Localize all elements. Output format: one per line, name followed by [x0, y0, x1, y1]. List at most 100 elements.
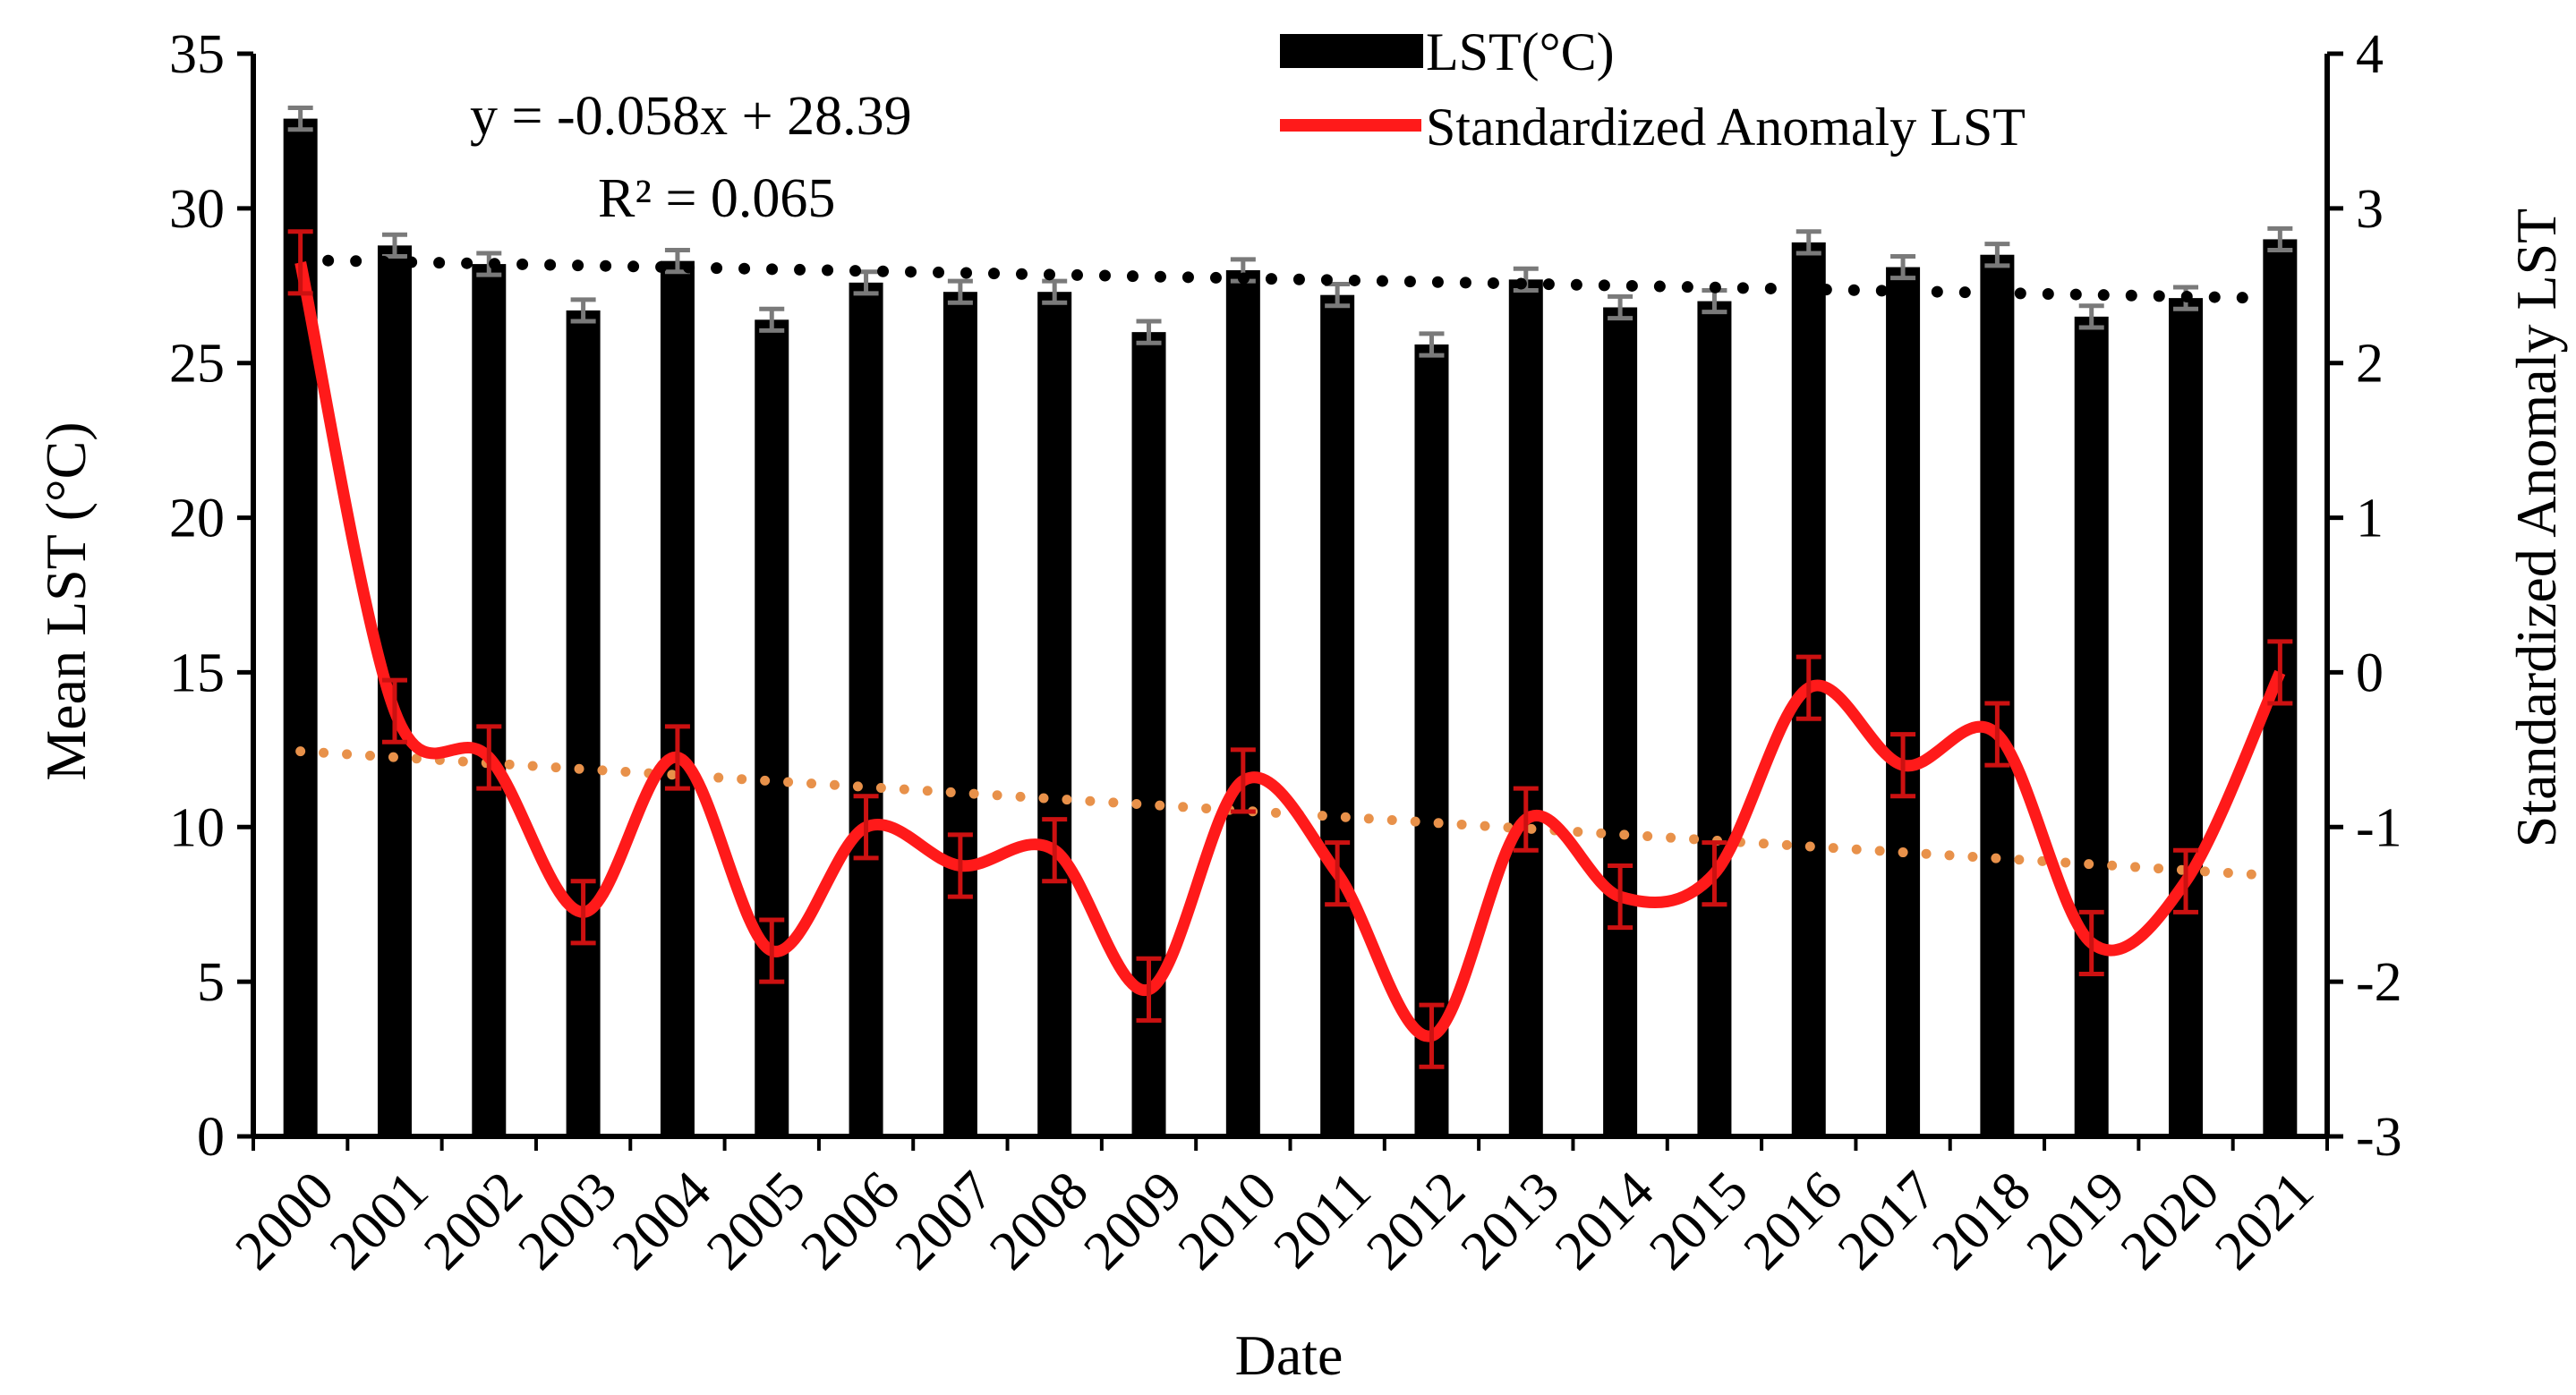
anomaly-error-2017 [1890, 732, 1916, 799]
bar-error-2008 [1042, 278, 1068, 305]
y-tick-label-15: 15 [169, 642, 225, 703]
y2-tick-label--1: -1 [2356, 797, 2402, 858]
x-tick-label-2021: 2021 [2204, 1160, 2325, 1281]
y-tick-label-20: 20 [169, 489, 225, 549]
anomaly-error-2007 [947, 832, 973, 899]
bar-2007 [943, 292, 977, 1136]
legend-label-anomaly: Standardized Anomaly LST [1426, 98, 2026, 157]
bar-error-2021 [2267, 225, 2293, 253]
x-axis-title: Date [1235, 1323, 1343, 1387]
bar-error-2012 [1419, 331, 1445, 358]
x-tick-label-2011: 2011 [1262, 1160, 1382, 1280]
x-tick-label-2003: 2003 [507, 1160, 628, 1281]
anomaly-error-2002 [476, 724, 502, 791]
x-tick-label-2009: 2009 [1072, 1160, 1194, 1281]
anomaly-error-2019 [2078, 909, 2104, 976]
y-tick-label-10: 10 [169, 797, 225, 858]
bar-2019 [2074, 316, 2109, 1136]
bar-error-2016 [1796, 229, 1821, 256]
anomaly-error-2001 [381, 677, 407, 744]
bar-2006 [849, 282, 883, 1136]
y2-axis-title: Standardized Anomaly LST [2504, 208, 2568, 848]
x-tick-label-2006: 2006 [789, 1160, 911, 1281]
anomaly-error-bars-group [287, 229, 2293, 1069]
lst-trendline-group [294, 254, 2268, 304]
x-tick-label-2004: 2004 [601, 1160, 723, 1281]
anomaly-trendline-group [295, 746, 2267, 880]
legend: LST(°C) Standardized Anomaly LST [1280, 22, 2026, 157]
y-tick-label-30: 30 [169, 179, 225, 240]
anomaly-error-2009 [1136, 956, 1162, 1023]
anomaly-error-2011 [1325, 840, 1351, 907]
anomaly-error-2008 [1042, 817, 1068, 884]
bar-2014 [1603, 307, 1638, 1136]
x-tick-label-2019: 2019 [2015, 1160, 2137, 1281]
trend-equation: y = -0.058x + 28.39 [470, 86, 912, 147]
y-axis-title: Mean LST (°C) [34, 421, 98, 780]
anomaly-error-2006 [853, 794, 879, 861]
y2-tick-label-2: 2 [2356, 334, 2384, 395]
y-tick-label-35: 35 [169, 24, 225, 85]
x-tick-label-2007: 2007 [884, 1160, 1006, 1281]
anomaly-error-2005 [759, 917, 785, 984]
anomaly-error-2016 [1796, 654, 1821, 721]
bar-error-2005 [759, 306, 785, 333]
axes-group [237, 51, 2343, 1151]
y2-tick-label-4: 4 [2356, 24, 2384, 85]
bar-2018 [1980, 254, 2015, 1136]
bar-2003 [566, 310, 601, 1136]
anomaly-error-2013 [1513, 786, 1539, 853]
anomaly-error-2003 [570, 879, 596, 946]
bar-error-2019 [2078, 303, 2104, 330]
x-tick-label-2010: 2010 [1167, 1160, 1289, 1281]
y2-tick-label-1: 1 [2356, 489, 2384, 549]
bar-error-2018 [1984, 242, 2010, 268]
lst-trendline [294, 254, 2268, 304]
bar-error-2017 [1890, 253, 1916, 281]
bars-group [283, 118, 2298, 1137]
bar-2004 [660, 260, 695, 1137]
x-tick-label-2014: 2014 [1544, 1160, 1666, 1281]
bar-2013 [1508, 279, 1543, 1136]
bar-2015 [1697, 301, 1732, 1137]
anomaly-error-2010 [1230, 747, 1256, 814]
trend-r2: R² = 0.065 [598, 168, 835, 229]
y2-tick-label--3: -3 [2356, 1107, 2402, 1168]
y-tick-label-0: 0 [197, 1107, 225, 1168]
bar-error-2007 [947, 278, 973, 305]
anomaly-error-2004 [664, 724, 690, 791]
legend-label-lst: LST(°C) [1426, 22, 1615, 81]
x-tick-label-2013: 2013 [1449, 1160, 1571, 1281]
anomaly-error-2021 [2267, 639, 2293, 706]
x-tick-label-2000: 2000 [224, 1160, 345, 1281]
bar-2008 [1037, 292, 1072, 1136]
legend-bar-swatch [1280, 34, 1423, 68]
x-tick-label-2002: 2002 [413, 1160, 534, 1281]
anomaly-error-2012 [1419, 1002, 1445, 1069]
y2-tick-label--2: -2 [2356, 952, 2402, 1013]
bar-error-2001 [381, 232, 407, 259]
x-tick-label-2016: 2016 [1732, 1160, 1854, 1281]
x-tick-label-2012: 2012 [1355, 1160, 1477, 1281]
bar-2005 [755, 319, 789, 1136]
x-tick-label-2020: 2020 [2110, 1160, 2231, 1281]
anomaly-error-2000 [287, 229, 313, 296]
y-tick-label-5: 5 [197, 952, 225, 1013]
x-tick-label-2015: 2015 [1638, 1160, 1760, 1281]
bar-error-2003 [570, 297, 596, 324]
bar-2010 [1225, 270, 1260, 1136]
y2-tick-label-0: 0 [2356, 642, 2384, 703]
x-tick-label-2018: 2018 [1921, 1160, 2043, 1281]
anomaly-error-2015 [1702, 840, 1727, 907]
anomaly-error-2020 [2173, 847, 2199, 914]
y2-tick-label-3: 3 [2356, 179, 2384, 240]
anomaly-trendline [295, 746, 2267, 880]
bar-error-2000 [287, 106, 313, 132]
y-tick-label-25: 25 [169, 334, 225, 395]
bar-2011 [1320, 294, 1355, 1137]
bar-2002 [472, 264, 507, 1137]
x-tick-label-2005: 2005 [695, 1160, 817, 1281]
bar-2020 [2169, 298, 2204, 1137]
